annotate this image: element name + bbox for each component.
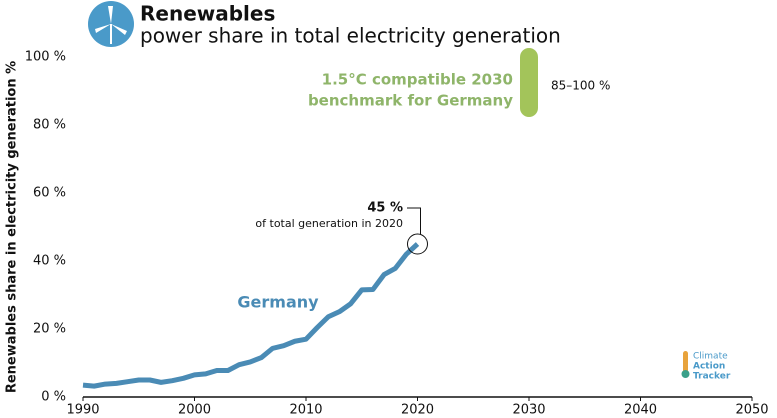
logo-text: Climate (693, 352, 728, 362)
x-tick-label: 1990 (66, 403, 99, 418)
x-tick-label: 2050 (735, 403, 768, 418)
line (82, 242, 420, 389)
title-icon (88, 1, 134, 47)
y-axis-title: Renewables share in electricity generati… (5, 61, 20, 393)
y-tick-label: 20 % (33, 322, 66, 337)
leader-line (407, 207, 421, 234)
y-tick-label: 40 % (33, 254, 66, 269)
benchmark-value-label: 85–100 % (551, 79, 610, 93)
chart-subtitle: power share in total electricity generat… (140, 24, 561, 48)
y-tick-label: 80 % (33, 118, 66, 133)
benchmark-bar (520, 48, 538, 117)
y-tick-label: 60 % (33, 186, 66, 201)
y-tick-label: 0 % (41, 390, 66, 405)
benchmark-label: benchmark for Germany (308, 92, 513, 110)
chart-title: Renewables (140, 2, 275, 26)
highlight-label: 45 % (367, 201, 403, 216)
highlight-text: of total generation in 2020 (255, 217, 403, 230)
x-tick-label: 2030 (512, 403, 545, 418)
logo (681, 351, 690, 378)
highlight-circle (407, 233, 428, 255)
benchmark-label: 1.5°C compatible 2030 (322, 71, 513, 89)
x-tick-label: 2000 (178, 403, 211, 418)
x-tick-label: 2010 (289, 403, 322, 418)
logo-text: Action (693, 362, 725, 372)
y-tick-label: 100 % (25, 50, 66, 65)
x-tick-label: 2040 (624, 403, 657, 418)
x-tick-label: 2020 (401, 403, 434, 418)
logo-text: Tracker (693, 372, 731, 382)
series-label: Germany (237, 293, 319, 312)
